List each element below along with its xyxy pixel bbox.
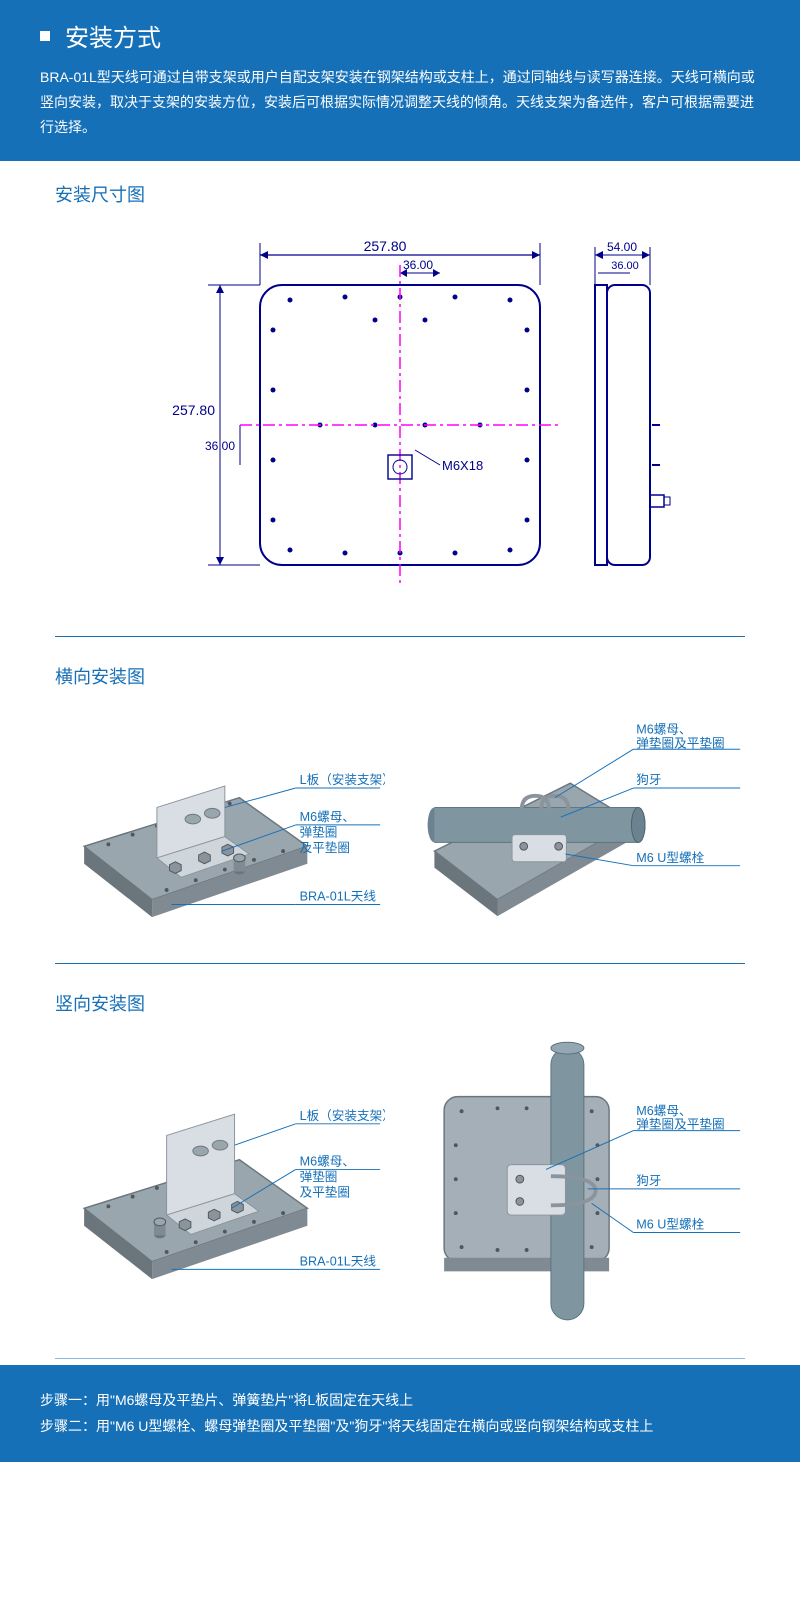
dim-height-label: 257.80 (172, 402, 215, 418)
h-right-c2: 狗牙 (636, 773, 661, 787)
dimension-title: 安装尺寸图 (55, 181, 745, 207)
horizontal-right-render: M6螺母、 弹垫圈及平垫圈 狗牙 M6 U型螺栓 (415, 707, 745, 937)
horizontal-title: 横向安装图 (55, 663, 745, 689)
vertical-section: 竖向安装图 (0, 970, 800, 1354)
thin-divider-icon (55, 1358, 745, 1359)
dimension-section: 安装尺寸图 257.80 36.00 (0, 161, 800, 630)
header-description: BRA-01L型天线可通过自带支架或用户自配支架安装在钢架结构或支柱上，通过同轴… (40, 65, 760, 141)
v-right-c3: M6 U型螺栓 (636, 1217, 704, 1231)
section-divider-icon (55, 963, 745, 964)
dim-offset2-label: 36.00 (205, 439, 235, 453)
h-right-c1b: 弹垫圈及平垫圈 (636, 735, 724, 750)
horizontal-left-render: L板（安装支架） M6螺母、 弹垫圈 及平垫圈 BRA-01L天线 (55, 707, 385, 937)
footer-step2: 步骤二：用"M6 U型螺栓、螺母弹垫圈及平垫圈"及"狗牙"将天线固定在横向或竖向… (40, 1413, 760, 1440)
vertical-row: L板（安装支架） M6螺母、 弹垫圈 及平垫圈 BRA-01L天线 (55, 1034, 745, 1334)
v-right-c1a: M6螺母、 (636, 1104, 691, 1118)
v-right-c2: 狗牙 (636, 1174, 661, 1188)
horizontal-row: L板（安装支架） M6螺母、 弹垫圈 及平垫圈 BRA-01L天线 (55, 707, 745, 937)
vertical-title: 竖向安装图 (55, 990, 745, 1016)
v-left-c2a: M6螺母、 (300, 1154, 355, 1168)
h-left-c2a: M6螺母、 (300, 810, 355, 824)
horizontal-section: 横向安装图 (0, 643, 800, 957)
header-title-row: 安装方式 (40, 18, 760, 53)
header-band: 安装方式 BRA-01L型天线可通过自带支架或用户自配支架安装在钢架结构或支柱上… (0, 0, 800, 161)
footer-band: 步骤一：用"M6螺母及平垫片、弹簧垫片"将L板固定在天线上 步骤二：用"M6 U… (0, 1365, 800, 1462)
v-left-c1: L板（安装支架） (300, 1109, 385, 1123)
hole-note: M6X18 (442, 458, 483, 473)
h-left-c2b: 弹垫圈 (300, 824, 338, 839)
v-left-c2c: 及平垫圈 (300, 1184, 350, 1199)
v-right-c1b: 弹垫圈及平垫圈 (636, 1116, 724, 1131)
title-bullet-icon (40, 31, 50, 41)
side-width-label: 54.00 (607, 240, 637, 254)
v-left-c3: BRA-01L天线 (300, 1254, 377, 1268)
h-right-c3: M6 U型螺栓 (636, 850, 704, 864)
dim-offset1-label: 36.00 (403, 258, 433, 272)
section-divider-icon (55, 636, 745, 637)
dim-width-label: 257.80 (364, 238, 407, 254)
h-left-c2c: 及平垫圈 (300, 840, 350, 855)
v-left-c2b: 弹垫圈 (300, 1169, 338, 1184)
footer-step1: 步骤一：用"M6螺母及平垫片、弹簧垫片"将L板固定在天线上 (40, 1387, 760, 1414)
h-right-c1a: M6螺母、 (636, 722, 691, 736)
bottom-divider-wrap (0, 1358, 800, 1359)
vertical-left-render: L板（安装支架） M6螺母、 弹垫圈 及平垫圈 BRA-01L天线 (55, 1054, 385, 1314)
vertical-right-render: M6螺母、 弹垫圈及平垫圈 狗牙 M6 U型螺栓 (415, 1034, 745, 1334)
side-offset-label: 36.00 (611, 260, 639, 272)
dimension-drawing: 257.80 36.00 257.80 36.00 (55, 225, 745, 610)
h-left-c3: BRA-01L天线 (300, 889, 377, 903)
page-title: 安装方式 (65, 18, 161, 53)
h-left-c1: L板（安装支架） (300, 773, 385, 787)
